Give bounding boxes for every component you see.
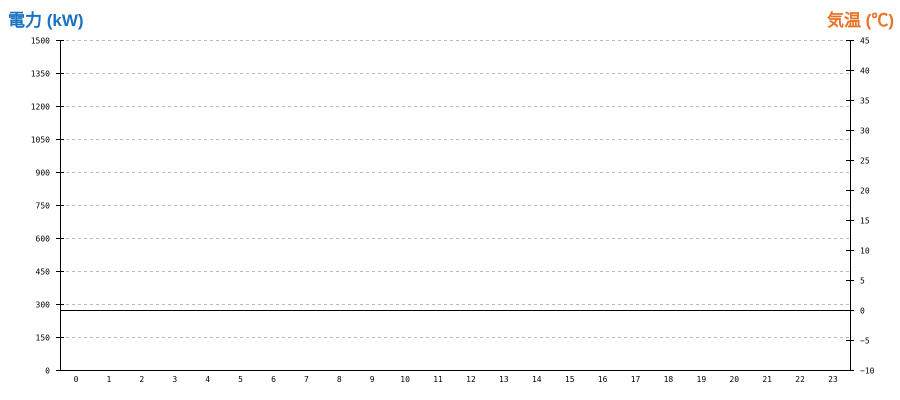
x-tick-label: 3 [172, 375, 177, 384]
right-tick-label: 45 [860, 37, 870, 46]
left-tick-label: 300 [36, 301, 51, 310]
x-tick-label: 23 [828, 375, 838, 384]
x-tick-label: 1 [106, 375, 111, 384]
x-tick-label: 13 [499, 375, 509, 384]
right-tick-label: 35 [860, 97, 870, 106]
right-tick-label: 0 [860, 307, 865, 316]
x-tick-label: 7 [304, 375, 309, 384]
left-tick-label: 150 [36, 334, 51, 343]
left-tick-label: 900 [36, 169, 51, 178]
right-tick-label: 5 [860, 277, 865, 286]
right-tick-label: 30 [860, 127, 870, 136]
x-tick-label: 6 [271, 375, 276, 384]
left-tick-label: 0 [45, 367, 50, 376]
x-tick-label: 20 [729, 375, 739, 384]
right-tick-label: 40 [860, 67, 870, 76]
left-tick-label: 1050 [31, 136, 50, 145]
x-tick-label: 17 [631, 375, 641, 384]
left-tick-label: 450 [36, 268, 51, 277]
left-axis-title: 電力 (kW) [8, 11, 84, 30]
x-tick-label: 0 [74, 375, 79, 384]
left-tick-label: 1350 [31, 70, 50, 79]
x-tick-label: 16 [598, 375, 608, 384]
x-tick-label: 5 [238, 375, 243, 384]
x-tick-label: 2 [139, 375, 144, 384]
left-tick-label: 600 [36, 235, 51, 244]
x-tick-label: 18 [664, 375, 674, 384]
right-tick-label: 15 [860, 217, 870, 226]
x-tick-label: 19 [697, 375, 707, 384]
x-tick-label: 14 [532, 375, 542, 384]
x-tick-label: 4 [205, 375, 210, 384]
x-tick-label: 15 [565, 375, 575, 384]
right-axis-title: 気温 (℃) [826, 11, 894, 30]
x-tick-label: 9 [370, 375, 375, 384]
right-tick-label: −10 [860, 367, 875, 376]
left-tick-label: 1200 [31, 103, 50, 112]
x-tick-label: 10 [400, 375, 410, 384]
right-tick-label: 10 [860, 247, 870, 256]
right-tick-label: 20 [860, 187, 870, 196]
x-tick-label: 8 [337, 375, 342, 384]
left-tick-label: 750 [36, 202, 51, 211]
x-tick-label: 12 [466, 375, 476, 384]
left-tick-label: 1500 [31, 37, 50, 46]
x-tick-label: 21 [762, 375, 772, 384]
right-tick-label: −5 [860, 337, 870, 346]
right-tick-label: 25 [860, 157, 870, 166]
x-tick-label: 11 [433, 375, 443, 384]
x-tick-label: 22 [795, 375, 805, 384]
